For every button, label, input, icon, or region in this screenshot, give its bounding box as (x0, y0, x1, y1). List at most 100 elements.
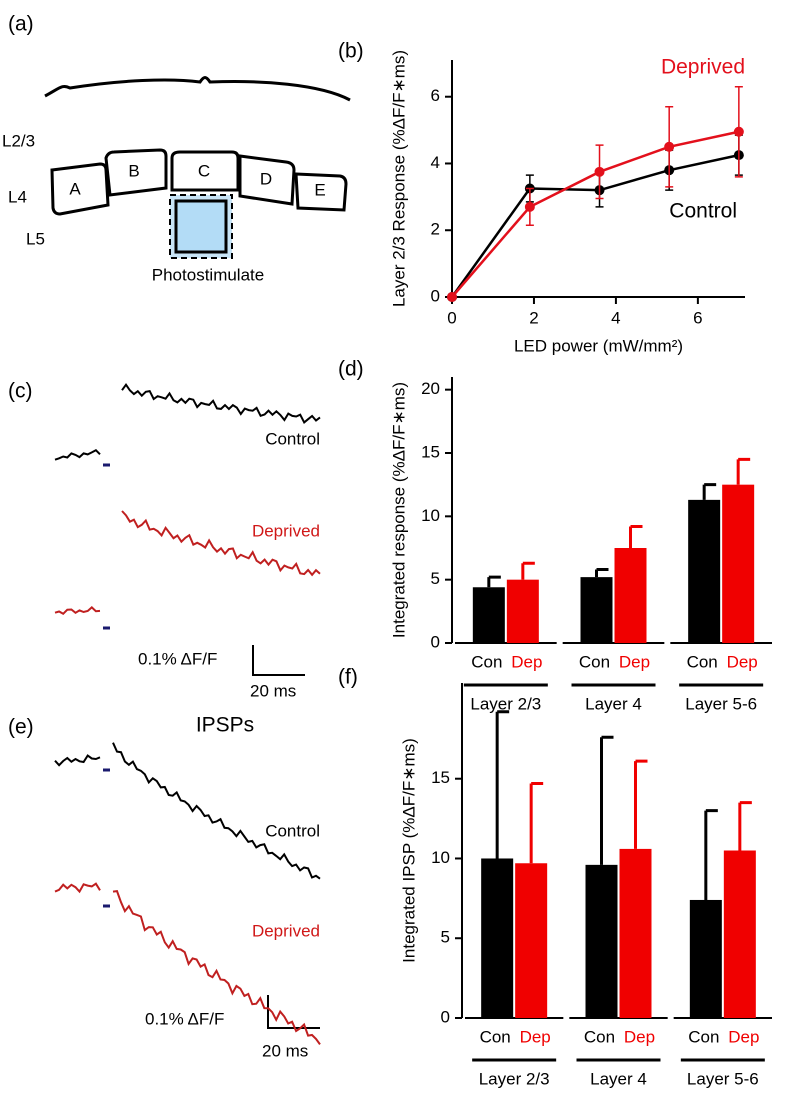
y-axis-label: Integrated IPSP (%ΔF/F∗ms) (399, 738, 418, 963)
panel-label: (f) (338, 666, 358, 689)
stim-label: Photostimulate (152, 265, 264, 284)
error-bar (704, 809, 718, 900)
barrel (294, 172, 348, 212)
y-tick-label: 5 (431, 569, 440, 588)
barrel-label: E (314, 180, 325, 199)
scale-bar (252, 645, 305, 676)
x-tick-label: Layer 2/3 (479, 1069, 550, 1088)
series-label: Con (471, 652, 502, 671)
y-tick-label: 6 (431, 86, 440, 105)
scale-bar (267, 995, 320, 1029)
error-bar (595, 568, 609, 578)
x-tick-label: Layer 5-6 (687, 1069, 759, 1088)
series-label: Dep (727, 652, 758, 671)
error-bar (629, 524, 643, 548)
bar (688, 499, 721, 643)
error-bar (495, 710, 510, 859)
panel-label: (a) (8, 13, 34, 36)
y-tick-label: 20 (421, 379, 440, 398)
bar (689, 899, 722, 1018)
series-label: Dep (728, 1027, 759, 1046)
bar (472, 587, 505, 643)
cortex-surface (44, 76, 351, 102)
x-tick-label: Layer 2/3 (470, 694, 541, 713)
x-tick-label: 4 (611, 308, 620, 327)
barrel (104, 148, 168, 197)
barrel-label: C (198, 161, 210, 180)
y-tick-label: 0 (431, 632, 440, 651)
barrel (170, 150, 240, 192)
layer-label: L5 (26, 229, 45, 248)
series-label: Dep (520, 1027, 551, 1046)
y-tick-label: 4 (431, 153, 440, 172)
barrel-label: A (69, 179, 81, 198)
bar (515, 863, 548, 1018)
y-tick-label: 15 (421, 442, 440, 461)
trace (54, 754, 101, 767)
error-bar (738, 801, 752, 851)
bar (580, 577, 613, 643)
series-label: Con (480, 1027, 511, 1046)
barrel-label: B (128, 161, 139, 180)
error-bar (736, 457, 751, 485)
y-axis-label: Layer 2/3 Response (%ΔF/F∗ms) (389, 50, 408, 307)
point (594, 166, 605, 177)
bar (722, 484, 755, 643)
y-tick-label: 2 (431, 220, 440, 239)
trace (121, 382, 321, 424)
x-tick-label: Layer 4 (585, 694, 642, 713)
barrel (238, 154, 296, 206)
scale-label: 20 ms (250, 681, 296, 700)
panel-label: (e) (8, 716, 34, 739)
layer-label: L4 (8, 187, 27, 206)
trace-label: Control (265, 821, 320, 840)
bar (585, 864, 618, 1018)
error-bar (521, 561, 535, 580)
y-tick-label: 0 (431, 286, 440, 305)
panel-label: (d) (338, 358, 364, 381)
barrel (50, 162, 110, 216)
series-label: Con (688, 1027, 719, 1046)
series-label: Dep (511, 652, 542, 671)
trace (54, 606, 101, 616)
scale-label: 20 ms (262, 1041, 308, 1060)
point (524, 201, 535, 212)
error-bar (487, 575, 501, 588)
x-tick-label: Layer 5-6 (685, 694, 757, 713)
point (447, 292, 457, 302)
panel-title: IPSPs (196, 714, 254, 737)
trace (121, 510, 321, 577)
error-bar (634, 759, 648, 849)
line (450, 153, 740, 298)
series-label: Dep (619, 652, 650, 671)
y-tick-label: 10 (421, 506, 440, 525)
y-tick-label: 0 (441, 1007, 450, 1026)
point (733, 126, 744, 137)
error-bar (702, 483, 717, 500)
bar (481, 858, 514, 1018)
panel-label: (c) (8, 380, 33, 403)
x-tick-label: 2 (529, 308, 538, 327)
trace-label: Control (265, 429, 320, 448)
trace (54, 882, 101, 894)
scale-label: 0.1% ΔF/F (138, 649, 217, 668)
x-tick-label: 6 (693, 308, 702, 327)
y-tick-label: 10 (431, 848, 450, 867)
bar (614, 548, 647, 643)
legend-label: Control (669, 200, 737, 223)
layer-label: L2/3 (2, 131, 35, 150)
series-label: Con (584, 1027, 615, 1046)
y-tick-label: 15 (431, 768, 450, 787)
bar (506, 579, 539, 643)
x-axis-label: LED power (mW/mm²) (514, 336, 683, 355)
series-label: Con (579, 652, 610, 671)
y-axis-label: Integrated response (%ΔF/F∗ms) (389, 382, 408, 638)
trace-label: Deprived (252, 921, 320, 940)
barrel-label: D (260, 169, 272, 188)
error-bar (529, 782, 544, 864)
bar (619, 848, 652, 1018)
error-bar (600, 735, 614, 865)
stim-square (174, 199, 228, 254)
